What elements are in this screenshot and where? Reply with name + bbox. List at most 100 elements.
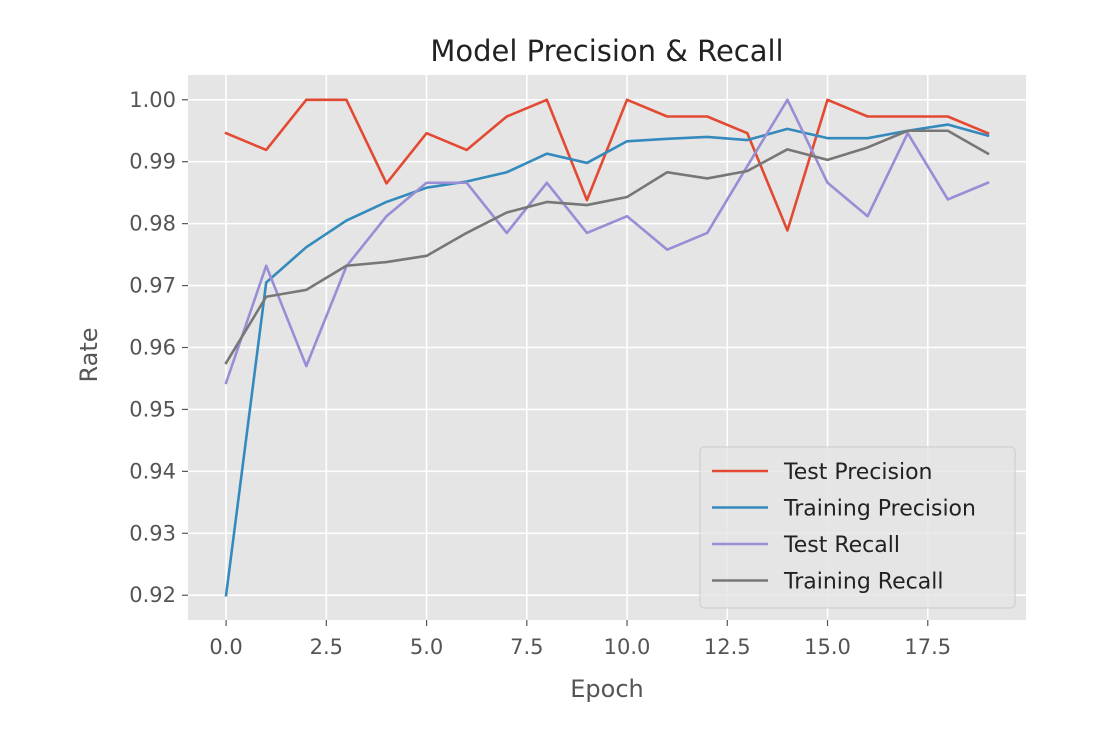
chart-title: Model Precision & Recall [430,34,783,68]
data-point [626,215,629,218]
data-point [826,181,829,184]
data-point [465,232,468,235]
data-point [265,295,268,298]
data-point [425,186,428,189]
data-point [425,254,428,257]
data-point [225,362,228,365]
series-layer [224,98,990,597]
y-tick-label: 1.00 [129,88,176,112]
legend-label: Test Precision [783,460,932,485]
data-point [946,115,949,118]
data-point [666,137,669,140]
data-point [946,198,949,201]
data-point [786,127,789,130]
data-point [425,132,428,135]
data-point [545,152,548,155]
legend-label: Test Recall [783,533,900,558]
data-point [385,261,388,264]
x-axis-label: Epoch [570,675,644,703]
data-point [626,196,629,199]
data-point [225,132,228,135]
series-line-training-recall [224,129,990,365]
data-point [505,232,508,235]
x-tick-label: 10.0 [604,635,651,659]
legend: Test Precision Training Precision Test Rec… [699,446,1016,609]
x-tick-label: 12.5 [704,635,751,659]
data-point [345,264,348,267]
data-point [946,129,949,132]
data-point [666,171,669,174]
series-line-test-precision [224,98,990,232]
legend-items: Test Precision Training Precision Test Rec… [712,460,976,595]
x-tick-label: 15.0 [804,635,851,659]
data-point [385,182,388,185]
data-point [666,248,669,251]
data-point [505,115,508,118]
data-point [265,149,268,152]
y-tick-label: 0.93 [129,521,176,545]
data-point [545,181,548,184]
x-tick-label: 0.0 [209,635,242,659]
data-point [906,115,909,118]
data-point [345,219,348,222]
data-point [866,137,869,140]
data-point [305,98,308,101]
y-tick-label: 0.92 [129,583,176,607]
data-point [586,162,589,165]
data-point [706,177,709,180]
data-point [786,148,789,151]
data-point [706,115,709,118]
data-point [626,140,629,143]
data-point [826,158,829,161]
data-point [746,139,749,142]
data-point [586,204,589,207]
data-point [746,165,749,168]
data-point [505,211,508,214]
x-tick-label: 5.0 [410,635,443,659]
y-tick-label: 0.95 [129,397,176,421]
data-point [505,171,508,174]
data-point [786,98,789,101]
data-point [586,232,589,235]
y-tick-label: 0.99 [129,150,176,174]
data-point [385,215,388,218]
y-tick-label: 0.96 [129,336,176,360]
legend-label: Training Recall [783,570,943,595]
legend-label: Training Precision [783,497,976,522]
data-point [586,199,589,202]
data-point [626,98,629,101]
series-line-training-precision [224,123,990,597]
data-point [906,129,909,132]
data-point [225,594,228,597]
data-point [866,215,869,218]
data-point [866,115,869,118]
data-point [746,132,749,135]
data-point [987,181,990,184]
data-point [305,289,308,292]
data-point [946,123,949,126]
data-point [826,137,829,140]
y-tick-label: 0.98 [129,212,176,236]
data-point [706,136,709,139]
data-point [987,134,990,137]
data-point [265,264,268,267]
x-tick-label: 2.5 [310,635,343,659]
data-point [305,365,308,368]
data-point [465,181,468,184]
data-point [545,98,548,101]
data-point [465,149,468,152]
data-point [345,98,348,101]
data-point [706,232,709,235]
data-point [666,115,669,118]
data-point [786,229,789,232]
x-tick-label: 17.5 [904,635,951,659]
data-point [265,281,268,284]
x-tick-label: 7.5 [510,635,543,659]
y-tick-label: 0.97 [129,274,176,298]
series-line-test-recall [224,98,990,385]
tick-layer: 0.0 2.5 5.0 7.5 10.0 12.5 15.0 17.5 0.92 0.93 0.94… [129,88,951,659]
data-point [866,146,869,149]
data-point [545,201,548,204]
